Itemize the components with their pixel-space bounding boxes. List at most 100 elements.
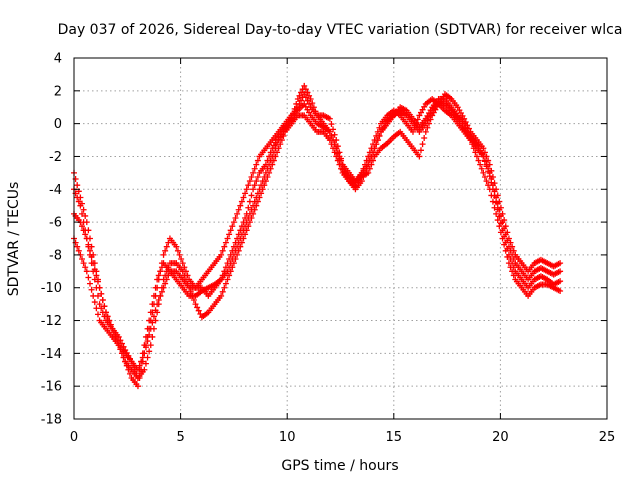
- data-point-interp: [475, 157, 482, 164]
- data-point-interp: [501, 233, 508, 240]
- data-point-interp: [245, 182, 252, 189]
- data-point-interp: [246, 198, 253, 205]
- data-point-interp: [99, 309, 106, 316]
- data-point-interp: [368, 153, 375, 160]
- data-point-interp: [118, 340, 125, 347]
- data-point-interp: [253, 178, 260, 185]
- x-tick-label: 20: [492, 430, 509, 445]
- data-point-interp: [195, 307, 202, 314]
- data-point-interp: [489, 173, 496, 180]
- data-point-interp: [481, 158, 488, 165]
- data-point-interp: [163, 276, 170, 283]
- data-point: [301, 91, 308, 98]
- data-point-interp: [464, 122, 471, 129]
- y-tick-label: -12: [41, 314, 62, 329]
- data-point-interp: [157, 268, 164, 275]
- data-point: [557, 268, 564, 275]
- y-tick-label: -18: [41, 413, 62, 428]
- data-point: [115, 333, 122, 340]
- data-point: [154, 276, 161, 283]
- data-point-interp: [261, 173, 268, 180]
- data-point-interp: [91, 299, 98, 306]
- data-point-interp: [226, 256, 233, 263]
- y-tick-label: -4: [49, 183, 62, 198]
- data-point-interp: [264, 157, 271, 164]
- data-point: [250, 202, 257, 209]
- data-point-interp: [481, 149, 488, 156]
- data-point: [422, 128, 429, 135]
- data-point-interp: [174, 247, 181, 254]
- data-point-interp: [483, 178, 490, 185]
- chart-title: Day 037 of 2026, Sidereal Day-to-day VTE…: [58, 22, 623, 38]
- data-point-interp: [488, 179, 495, 186]
- data-point-interp: [248, 173, 255, 180]
- data-point-interp: [232, 214, 239, 221]
- data-point-interp: [98, 290, 105, 297]
- data-point-interp: [162, 280, 169, 287]
- y-tick-label: -8: [49, 248, 62, 263]
- data-point: [218, 276, 225, 283]
- data-point-interp: [232, 239, 239, 246]
- data-point-interp: [240, 219, 247, 226]
- data-point-interp: [509, 243, 516, 250]
- data-point-interp: [328, 121, 335, 128]
- data-point: [160, 251, 167, 258]
- data-point-interp: [477, 161, 484, 168]
- data-point-interp: [507, 256, 514, 263]
- data-point: [486, 161, 493, 168]
- y-tick-label: -16: [41, 380, 62, 395]
- data-point-interp: [253, 194, 260, 201]
- data-point-interp: [152, 284, 159, 291]
- data-point-interp: [330, 126, 337, 133]
- data-point-interp: [462, 118, 469, 125]
- data-point-interp: [221, 243, 228, 250]
- data-point: [179, 268, 186, 275]
- data-point: [90, 268, 97, 275]
- data-point-interp: [197, 310, 204, 317]
- data-point-interp: [242, 190, 249, 197]
- data-point-interp: [427, 110, 434, 117]
- data-point-interp: [130, 362, 137, 369]
- data-point-interp: [133, 370, 140, 377]
- data-point-interp: [150, 292, 157, 299]
- data-point-interp: [496, 213, 503, 220]
- data-point: [480, 153, 487, 160]
- data-point: [365, 161, 372, 168]
- data-point-interp: [497, 204, 504, 211]
- data-point-interp: [266, 153, 273, 160]
- data-point-interp: [501, 217, 508, 224]
- data-point-interp: [235, 231, 242, 238]
- data-point-interp: [82, 212, 89, 219]
- data-point-interp: [88, 260, 95, 267]
- data-point: [134, 383, 141, 390]
- data-point-interp: [82, 227, 89, 234]
- data-point: [77, 202, 84, 209]
- data-point-interp: [158, 288, 165, 295]
- data-point-interp: [509, 260, 516, 267]
- data-point-interp: [298, 89, 305, 96]
- data-point-interp: [222, 264, 229, 271]
- data-point-interp: [370, 149, 377, 156]
- data-point-interp: [251, 165, 258, 172]
- data-point: [230, 219, 237, 226]
- data-point-interp: [227, 227, 234, 234]
- data-point-interp: [338, 161, 345, 168]
- data-point-interp: [222, 239, 229, 246]
- data-point: [499, 227, 506, 234]
- data-point-interp: [94, 278, 101, 285]
- data-point-interp: [235, 206, 242, 213]
- data-point: [147, 309, 154, 316]
- data-point: [256, 186, 263, 193]
- data-point-interp: [149, 301, 156, 308]
- data-point-interp: [117, 337, 124, 344]
- data-point-interp: [139, 350, 146, 357]
- data-point-interp: [504, 229, 511, 236]
- data-point: [301, 82, 308, 89]
- data-point-interp: [421, 134, 428, 141]
- data-point: [250, 169, 257, 176]
- data-point-interp: [491, 192, 498, 199]
- x-tick-label: 0: [70, 430, 78, 445]
- data-point: [416, 153, 423, 160]
- data-point-interp: [306, 92, 313, 99]
- data-point-interp: [93, 272, 100, 279]
